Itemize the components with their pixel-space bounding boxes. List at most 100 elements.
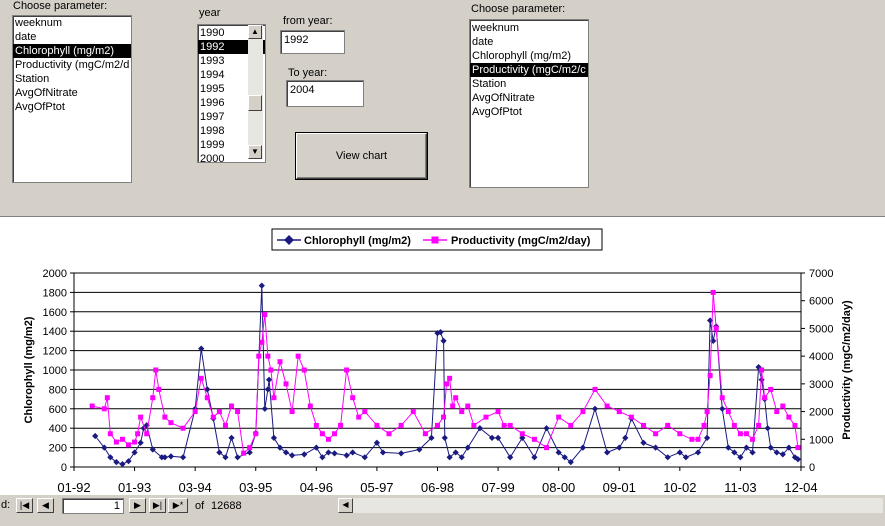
legend-productivity: Productivity (mgC/m2/day) — [451, 235, 591, 247]
last-record-button[interactable]: ▶| — [149, 498, 166, 513]
productivity-point — [101, 406, 107, 412]
productivity-point — [704, 409, 710, 415]
chlorophyll-point — [167, 453, 175, 460]
x-tick-label: 01-92 — [57, 480, 90, 495]
right-parameter-item[interactable]: AvgOfNitrate — [472, 92, 535, 104]
view-chart-button[interactable]: View chart — [296, 133, 427, 179]
left-parameter-item[interactable]: Chlorophyll (mg/m2) — [13, 44, 131, 58]
from-year-input[interactable]: 1992 — [280, 30, 345, 54]
y-tick-label: 800 — [49, 384, 67, 396]
year-item[interactable]: 1995 — [200, 83, 225, 95]
new-record-button[interactable]: ▶* — [168, 498, 188, 513]
year-list-scrollbar[interactable]: ▲ ▼ — [248, 25, 263, 159]
current-record-input[interactable]: 1 — [62, 498, 124, 514]
next-record-button[interactable]: ▶ — [129, 498, 146, 513]
productivity-point — [695, 436, 701, 442]
to-year-label: To year: — [288, 67, 328, 79]
productivity-point — [162, 414, 168, 420]
productivity-point — [459, 409, 465, 415]
year-item[interactable]: 1993 — [200, 55, 225, 67]
productivity-point — [301, 367, 307, 373]
productivity-point — [495, 409, 501, 415]
productivity-point — [168, 420, 174, 426]
left-parameter-item[interactable]: Station — [15, 73, 50, 85]
productivity-point — [710, 289, 716, 295]
y-tick-label: 1200 — [43, 346, 67, 358]
productivity-point — [198, 375, 204, 381]
x-tick-label: 04-96 — [300, 480, 333, 495]
productivity-point — [435, 422, 440, 428]
productivity-point — [180, 425, 186, 431]
productivity-point — [247, 445, 253, 451]
right-parameter-item[interactable]: Station — [472, 78, 507, 90]
chlorophyll-point — [179, 454, 187, 461]
year-item[interactable]: 2000 — [200, 153, 225, 163]
y-tick-label: 1600 — [43, 307, 67, 319]
left-parameter-item[interactable]: date — [15, 31, 37, 43]
from-year-label: from year: — [283, 15, 333, 27]
productivity-point — [786, 414, 792, 420]
x-tick-label: 08-00 — [542, 480, 575, 495]
left-parameter-item[interactable]: AvgOfPtot — [15, 101, 65, 113]
productivity-point — [307, 403, 313, 409]
left-parameter-label: Choose parameter: — [13, 0, 108, 12]
productivity-point — [253, 431, 259, 437]
horizontal-scrollbar[interactable]: ◀ — [338, 498, 883, 513]
chlorophyll-point — [543, 425, 550, 432]
year-item[interactable]: 1999 — [200, 139, 225, 151]
right-parameter-item[interactable]: Productivity (mgC/m2/c — [470, 63, 588, 77]
chlorophyll-point — [616, 444, 623, 451]
year-item[interactable]: 1998 — [200, 125, 225, 137]
scroll-left-icon[interactable]: ◀ — [338, 498, 353, 513]
right-parameter-item[interactable]: date — [472, 36, 494, 48]
previous-record-button[interactable]: ◀ — [37, 498, 54, 513]
year-item[interactable]: 1990 — [200, 27, 225, 39]
first-record-button[interactable]: |◀ — [16, 498, 33, 513]
productivity-point — [792, 422, 798, 428]
right-parameter-label: Choose parameter: — [471, 3, 566, 15]
productivity-point — [725, 409, 731, 415]
y2-tick-label: 7000 — [809, 268, 833, 280]
record-of-label: of — [195, 500, 205, 512]
right-parameter-item[interactable]: weeknum — [472, 22, 520, 34]
scroll-up-icon[interactable]: ▲ — [248, 25, 262, 39]
productivity-point — [104, 395, 110, 401]
productivity-point — [192, 409, 198, 415]
productivity-point — [313, 422, 319, 428]
x-tick-label: 05-97 — [360, 480, 393, 495]
right-parameter-item[interactable]: Chlorophyll (mg/m2) — [472, 50, 572, 62]
productivity-point — [271, 395, 277, 401]
year-item[interactable]: 1996 — [200, 97, 225, 109]
right-parameter-item[interactable]: AvgOfPtot — [472, 106, 522, 118]
productivity-point — [640, 422, 646, 428]
year-item[interactable]: 1994 — [200, 69, 225, 81]
y2-tick-label: 1000 — [809, 434, 833, 446]
scroll-thumb[interactable] — [248, 95, 262, 111]
y-tick-label: 400 — [49, 423, 67, 435]
to-year-input[interactable]: 2004 — [286, 80, 364, 107]
left-parameter-item[interactable]: Productivity (mgC/m2/d — [15, 59, 130, 71]
scroll-down-icon[interactable]: ▼ — [248, 145, 262, 159]
left-parameter-item[interactable]: AvgOfNitrate — [15, 87, 78, 99]
chlorophyll-point — [379, 449, 387, 456]
productivity-point — [241, 450, 247, 456]
productivity-point — [707, 373, 713, 379]
y2-tick-label: 5000 — [809, 323, 833, 335]
productivity-point — [750, 436, 756, 442]
y2-tick-label: 3000 — [809, 379, 833, 391]
left-parameter-item[interactable]: weeknum — [15, 17, 63, 29]
productivity-point — [344, 367, 350, 373]
productivity-point — [665, 422, 671, 428]
x-tick-label: 09-01 — [603, 480, 636, 495]
year-item[interactable]: 1997 — [200, 111, 225, 123]
productivity-point — [256, 353, 262, 359]
chlorophyll-point — [137, 439, 144, 446]
chlorophyll-point — [343, 452, 350, 459]
right-parameter-list[interactable]: weeknum date Chlorophyll (mg/m2) Productivi… — [469, 19, 589, 188]
productivity-point — [731, 422, 737, 428]
legend-marker-productivity — [431, 236, 439, 244]
productivity-point — [422, 431, 428, 437]
productivity-point — [743, 431, 749, 437]
chlorophyll-point — [464, 444, 471, 451]
left-parameter-list[interactable]: weeknum date Chlorophyll (mg/m2) Productivi… — [12, 15, 132, 183]
